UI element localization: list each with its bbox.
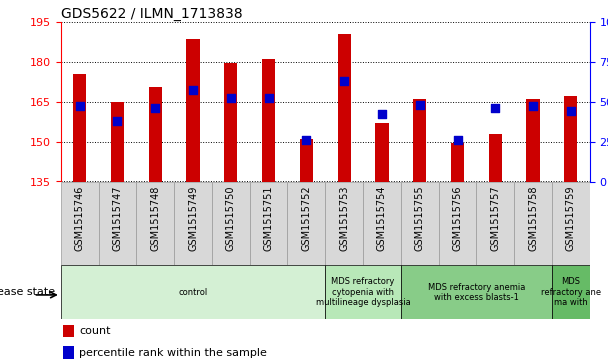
Point [150, 105, 160, 111]
Text: GSM1515748: GSM1515748 [150, 186, 161, 251]
Text: GSM1515746: GSM1515746 [75, 186, 85, 251]
Text: GSM1515752: GSM1515752 [302, 186, 311, 251]
Text: MDS refractory anemia
with excess blasts-1: MDS refractory anemia with excess blasts… [427, 282, 525, 302]
Bar [363, 182, 401, 265]
Point [339, 78, 349, 84]
Bar [111, 102, 124, 182]
Text: MDS
refractory ane
ma with: MDS refractory ane ma with [541, 277, 601, 307]
Text: GSM1515759: GSM1515759 [566, 186, 576, 251]
Point [566, 108, 576, 114]
Bar [136, 182, 174, 265]
Text: disease state: disease state [0, 287, 55, 297]
Text: GSM1515754: GSM1515754 [377, 186, 387, 251]
Bar [174, 182, 212, 265]
Bar [212, 182, 250, 265]
Bar [552, 182, 590, 265]
Point [188, 87, 198, 93]
Point [452, 137, 463, 143]
Bar [514, 182, 552, 265]
Text: GSM1515755: GSM1515755 [415, 186, 425, 251]
Bar [325, 265, 401, 319]
Bar [375, 123, 389, 182]
Bar [325, 182, 363, 265]
Point [75, 103, 85, 109]
Bar [337, 34, 351, 182]
Point [264, 95, 274, 101]
Point [112, 118, 122, 124]
Bar [451, 143, 464, 182]
Bar [63, 346, 74, 359]
Text: count: count [79, 326, 111, 336]
Text: GSM1515757: GSM1515757 [490, 186, 500, 251]
Text: GSM1515751: GSM1515751 [264, 186, 274, 251]
Text: GSM1515756: GSM1515756 [452, 186, 463, 251]
Bar [98, 182, 136, 265]
Point [226, 95, 236, 101]
Bar [401, 265, 552, 319]
Text: GDS5622 / ILMN_1713838: GDS5622 / ILMN_1713838 [61, 7, 243, 21]
Bar [250, 182, 288, 265]
Point [415, 102, 424, 108]
Bar [262, 59, 275, 182]
Bar [564, 96, 578, 182]
Text: GSM1515750: GSM1515750 [226, 186, 236, 251]
Bar [413, 99, 426, 182]
Bar [148, 87, 162, 182]
Point [528, 103, 538, 109]
Text: percentile rank within the sample: percentile rank within the sample [79, 347, 267, 358]
Bar [489, 134, 502, 182]
Bar [552, 265, 590, 319]
Bar [401, 182, 438, 265]
Point [302, 137, 311, 143]
Text: GSM1515749: GSM1515749 [188, 186, 198, 251]
Point [377, 111, 387, 117]
Bar [477, 182, 514, 265]
Text: GSM1515758: GSM1515758 [528, 186, 538, 251]
Text: MDS refractory
cytopenia with
multilineage dysplasia: MDS refractory cytopenia with multilinea… [316, 277, 410, 307]
Bar [300, 139, 313, 182]
Text: GSM1515747: GSM1515747 [112, 186, 122, 251]
Text: GSM1515753: GSM1515753 [339, 186, 349, 251]
Bar [61, 265, 325, 319]
Bar [224, 63, 238, 182]
Bar [187, 39, 199, 182]
Point [491, 105, 500, 111]
Bar [61, 182, 98, 265]
Bar [73, 74, 86, 182]
Bar [527, 99, 540, 182]
Bar [288, 182, 325, 265]
Bar [63, 325, 74, 337]
Text: control: control [178, 288, 208, 297]
Bar [438, 182, 477, 265]
